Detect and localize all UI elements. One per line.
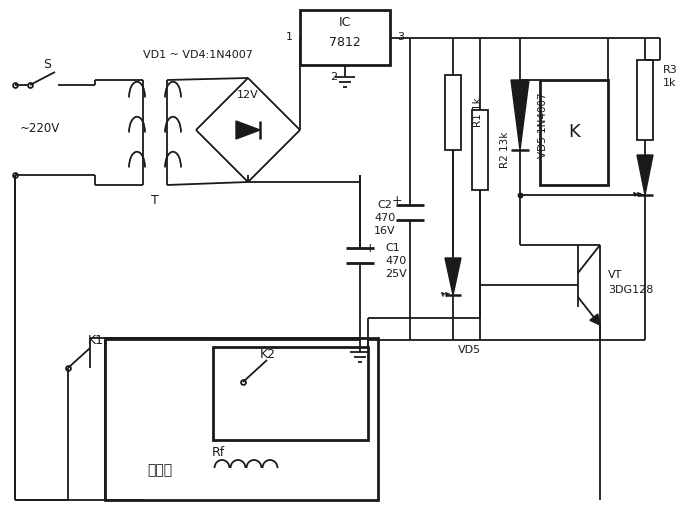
Bar (300, 10, 390, 65)
Text: IC: IC (339, 17, 351, 29)
Text: 7812: 7812 (329, 37, 361, 50)
Text: R2 13k: R2 13k (500, 132, 510, 168)
Bar (213, 347, 368, 440)
Text: Rf: Rf (212, 446, 225, 459)
Text: K: K (568, 123, 580, 141)
Text: 25V: 25V (385, 269, 407, 279)
Text: K1: K1 (88, 333, 104, 346)
Text: VD1 ~ VD4:1N4007: VD1 ~ VD4:1N4007 (143, 50, 253, 60)
Text: C1: C1 (385, 243, 400, 253)
Bar (637, 60, 653, 140)
Text: VD5: VD5 (458, 345, 481, 355)
Text: 3DG128: 3DG128 (608, 285, 653, 295)
Text: 470: 470 (375, 213, 396, 223)
Polygon shape (511, 80, 529, 150)
Bar (105, 338, 378, 500)
Text: VD5 1N4007: VD5 1N4007 (538, 92, 548, 158)
Polygon shape (590, 314, 600, 325)
Bar (540, 80, 608, 185)
Text: T: T (151, 193, 159, 206)
Text: +: + (391, 193, 402, 206)
Text: 16V: 16V (374, 226, 396, 236)
Polygon shape (637, 155, 653, 195)
Text: R3: R3 (663, 65, 677, 75)
Text: 1: 1 (286, 33, 293, 42)
Text: VT: VT (608, 270, 623, 280)
Text: 470: 470 (385, 256, 406, 266)
Bar (472, 110, 488, 190)
Text: 3: 3 (397, 33, 404, 42)
Text: S: S (43, 58, 51, 71)
Text: R1 1k: R1 1k (473, 97, 483, 127)
Text: +: + (365, 241, 375, 254)
Text: 1k: 1k (663, 78, 677, 88)
Text: 2: 2 (330, 72, 337, 82)
Bar (445, 75, 461, 150)
Text: C2: C2 (377, 200, 393, 210)
Text: ~220V: ~220V (20, 121, 60, 134)
Text: 12V: 12V (237, 90, 259, 100)
Polygon shape (236, 121, 260, 139)
Text: K2: K2 (260, 347, 276, 360)
Polygon shape (445, 258, 461, 295)
Text: 恒温箱: 恒温箱 (147, 463, 173, 477)
